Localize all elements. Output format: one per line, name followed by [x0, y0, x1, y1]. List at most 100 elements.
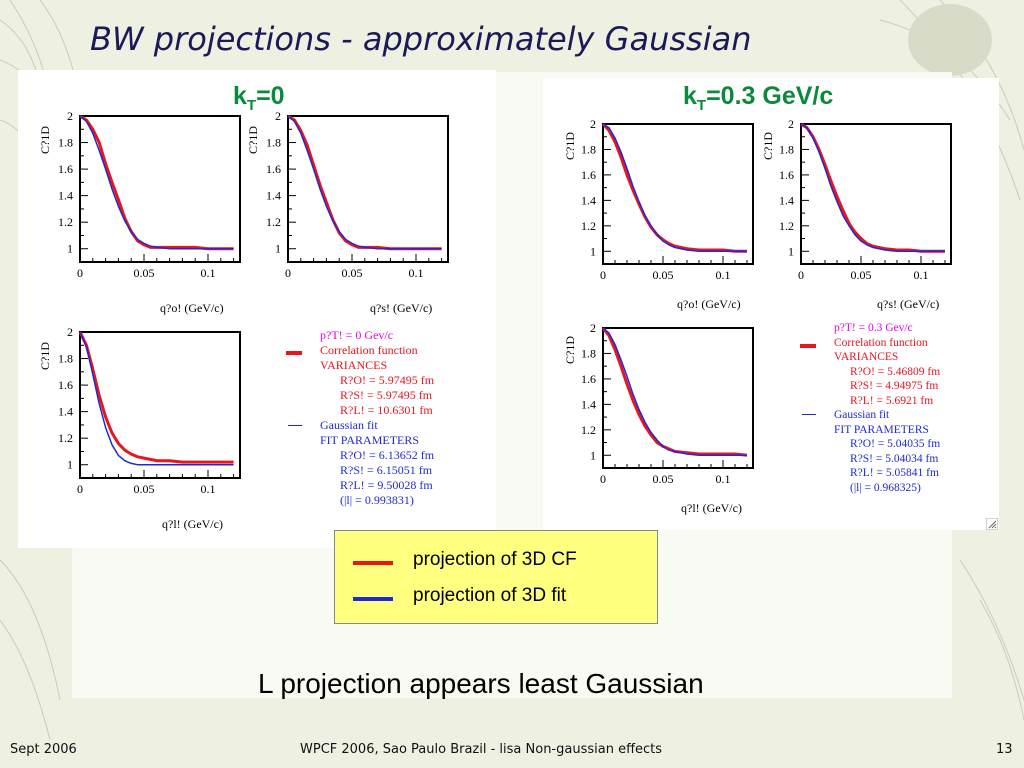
y-tick-label: 1	[275, 242, 281, 256]
series-cf-line	[601, 122, 747, 253]
y-tick-label: 1.8	[58, 136, 73, 150]
x-tick-label: 0	[600, 268, 606, 282]
ylabel-kt0-ql: C?1D	[38, 342, 52, 370]
footer-date: Sept 2006	[10, 742, 77, 757]
series-cf-line	[601, 327, 748, 457]
legend-variances: VARIANCES	[834, 351, 899, 363]
y-tick-label: 1.2	[266, 215, 281, 229]
legend-fit-marker	[802, 414, 816, 415]
xlabel-kt03-ql: q?l! (GeV/c)	[681, 501, 742, 515]
y-tick-label: 1.6	[58, 162, 73, 176]
y-tick-label: 1	[67, 242, 73, 256]
y-tick-label: 1.4	[779, 193, 794, 207]
y-tick-label: 2	[590, 321, 596, 335]
plot-kt03-qo: 1 1.2 1.4 1.6 1.8 2 0 0.05 0.1	[581, 117, 754, 286]
series-cf-line	[287, 114, 442, 251]
legend-fitparams: FIT PARAMETERS	[834, 423, 929, 436]
plot-kt03-qo-svg: 1 1.2 1.4 1.6 1.8 2 0 0.05 0.1	[581, 117, 754, 282]
x-tick-label: 0	[77, 482, 83, 496]
series-fit-line	[79, 331, 234, 466]
key-fit-label: projection of 3D fit	[413, 585, 567, 606]
x-tick-label: 0.05	[134, 266, 155, 280]
projection-key: projection of 3D CF projection of 3D fit	[334, 530, 658, 624]
plot-frame	[602, 327, 754, 469]
legend-fit-row: R?S! = 5.04034 fm	[850, 452, 939, 465]
series-cf-line	[78, 331, 234, 464]
xlabel-kt03-qo: q?o! (GeV/c)	[677, 297, 741, 311]
x-tick-label: 0.05	[342, 266, 363, 280]
legend-fit-marker	[288, 425, 302, 426]
y-tick-label: 2	[275, 109, 281, 123]
x-tick-label: 0	[798, 268, 804, 282]
slide-caption: L projection appears least Gaussian	[258, 668, 704, 699]
legend-var-row: R?O! = 5.46809 fm	[850, 365, 941, 378]
plot-kt0-qo-svg: 1 1.2 1.4 1.6 1.8 2 0 0.05 0.1	[58, 109, 241, 280]
y-tick-label: 1	[788, 244, 794, 258]
legend-fit: Gaussian fit	[320, 418, 378, 432]
legend-fit-row: R?L! = 5.05841 fm	[850, 467, 939, 479]
xlabel-kt0-ql: q?l! (GeV/c)	[162, 517, 223, 531]
y-tick-label: 1	[67, 458, 73, 472]
plot-kt03-qs-svg: 1 1.2 1.4 1.6 1.8 2 0 0.05 0.1	[779, 117, 952, 282]
legend-kt03: p?T! = 0.3 Gev/c Correlation function VA…	[834, 321, 940, 495]
plot-frame	[79, 331, 241, 479]
y-tick-label: 1.6	[58, 378, 73, 392]
plot-kt0-qs: 1 1.2 1.4 1.6 1.8 2 0 0.05 0.1	[266, 109, 449, 284]
y-tick-label: 1.2	[581, 423, 596, 437]
y-tick-label: 1.6	[779, 168, 794, 182]
legend-fit-row: (|l| = 0.968325)	[850, 481, 921, 494]
key-cf-line	[353, 561, 393, 565]
y-tick-label: 1.2	[58, 215, 73, 229]
x-tick-label: 0.05	[653, 268, 674, 282]
legend-fit-row: R?O! = 6.13652 fm	[340, 448, 435, 462]
y-tick-label: 1	[590, 448, 596, 462]
slide-title: BW projections - approximately Gaussian	[90, 20, 752, 58]
x-tick-label: 0.1	[716, 268, 731, 282]
plot-kt0-ql: 1 1.2 1.4 1.6 1.8 2 0 0.05 0.1	[58, 325, 241, 500]
x-tick-label: 0.1	[914, 268, 929, 282]
resize-grip-icon[interactable]	[986, 518, 998, 530]
y-tick-label: 1	[590, 244, 596, 258]
y-tick-label: 1.8	[779, 142, 794, 156]
key-cf-label: projection of 3D CF	[413, 549, 577, 570]
y-tick-label: 1.4	[58, 189, 73, 203]
legend-cf: Correlation function	[834, 336, 928, 349]
plot-frame	[602, 123, 754, 265]
ylabel-kt0-qs: C?1D	[246, 126, 260, 154]
plot-kt0-qs-svg: 1 1.2 1.4 1.6 1.8 2 0 0.05 0.1	[266, 109, 449, 280]
series-fit-line	[287, 115, 442, 250]
legend-kt0: p?T! = 0 Gev/c Correlation function VARI…	[320, 328, 434, 508]
y-tick-label: 2	[67, 325, 73, 339]
x-tick-label: 0.05	[134, 482, 155, 496]
series-fit-line	[800, 123, 945, 253]
legend-cf: Correlation function	[320, 343, 418, 357]
y-tick-label: 1.8	[266, 136, 281, 150]
xlabel-kt0-qo: q?o! (GeV/c)	[160, 301, 224, 315]
y-tick-label: 1.2	[779, 219, 794, 233]
kt03-heading: kT=0.3 GeV/c	[683, 82, 834, 114]
legend-fitparams: FIT PARAMETERS	[320, 433, 420, 447]
plot-frame	[79, 115, 241, 263]
legend-var-row: R?O! = 5.97495 fm	[340, 373, 435, 387]
y-tick-label: 1.4	[581, 397, 596, 411]
legend-variances: VARIANCES	[320, 358, 388, 372]
series-cf-line	[800, 122, 945, 253]
legend-cf-marker	[800, 344, 816, 348]
legend-fit-row: R?O! = 5.04035 fm	[850, 438, 941, 450]
y-tick-label: 2	[788, 117, 794, 131]
series-cf-line	[79, 114, 234, 251]
x-tick-label: 0	[600, 472, 606, 486]
footer-page-number: 13	[996, 742, 1013, 757]
plot-kt03-ql-svg: 1 1.2 1.4 1.6 1.8 2 0 0.05 0.1	[581, 321, 754, 486]
panel-kt03: kT=0.3 GeV/c 1 1.2 1.4 1.6 1.8 2 0 0.05 0.1 C?1D…	[543, 78, 999, 530]
y-tick-label: 1.6	[266, 162, 281, 176]
legend-fit-row: (|l| = 0.993831)	[340, 493, 414, 507]
legend-pt: p?T! = 0.3 Gev/c	[834, 322, 913, 334]
y-tick-label: 2	[67, 109, 73, 123]
x-tick-label: 0.05	[851, 268, 872, 282]
x-tick-label: 0	[285, 266, 291, 280]
legend-pt: p?T! = 0 Gev/c	[320, 328, 394, 342]
ylabel-kt0-qo: C?1D	[38, 126, 52, 154]
legend-fit: Gaussian fit	[834, 409, 890, 421]
legend-cf-marker	[286, 351, 302, 355]
